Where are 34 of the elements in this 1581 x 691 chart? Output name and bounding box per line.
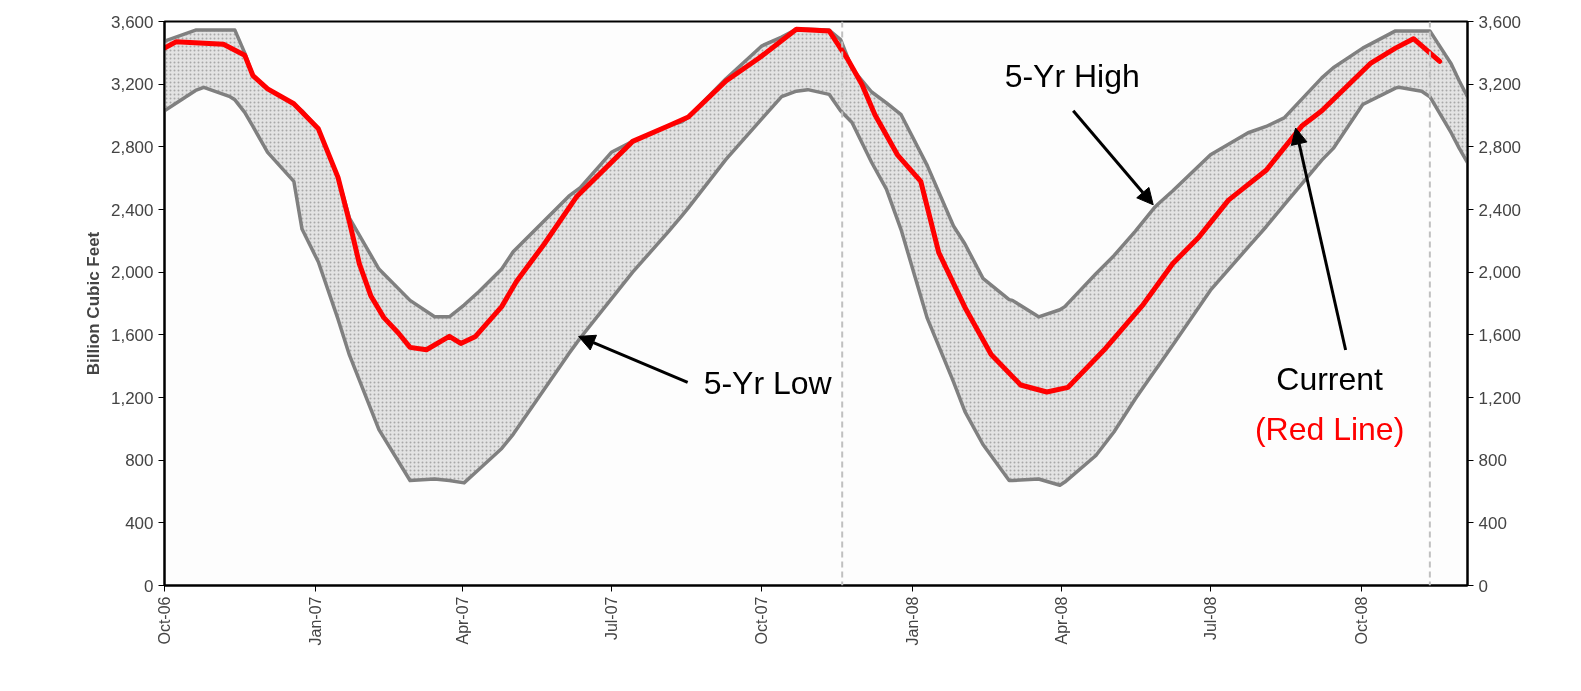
y-tick-label: 3,200 [110, 75, 154, 95]
annotation: Current [1276, 361, 1384, 398]
y2-tick-label: 1,200 [1478, 388, 1522, 408]
x-tick-label: Jan-08 [904, 596, 922, 646]
y2-tick-label: 800 [1478, 451, 1507, 471]
x-tick-label: Oct-07 [753, 596, 771, 645]
y-tick-label: 1,600 [110, 325, 154, 345]
x-tick-label: Oct-06 [156, 596, 173, 645]
y2-tick-label: 3,600 [1478, 12, 1522, 32]
y2-tick-label: 0 [1478, 576, 1488, 596]
y-axis-title: Billion Cubic Feet [83, 231, 103, 376]
annotation: 5-Yr High [1004, 57, 1140, 94]
x-tick-label: Jan-07 [306, 596, 324, 646]
y-tick-label: 2,000 [110, 263, 154, 283]
x-tick-label: Apr-07 [453, 596, 471, 645]
y-tick-label: 800 [125, 451, 154, 471]
y2-tick-label: 2,400 [1478, 200, 1522, 220]
y2-tick-label: 3,200 [1478, 75, 1522, 95]
y2-tick-label: 400 [1478, 513, 1507, 533]
y-tick-label: 3,600 [110, 12, 154, 32]
annotation: 5-Yr Low [703, 365, 833, 402]
x-tick-label: Jul-07 [602, 596, 620, 641]
y2-tick-label: 1,600 [1478, 325, 1522, 345]
y-tick-label: 400 [125, 513, 154, 533]
y2-tick-label: 2,800 [1478, 137, 1522, 157]
x-tick-label: Oct-08 [1352, 596, 1370, 645]
annotation: (Red Line) [1254, 411, 1405, 448]
y2-tick-label: 2,000 [1478, 263, 1522, 283]
y-tick-label: 2,400 [110, 200, 154, 220]
y-tick-label: 2,800 [110, 137, 154, 157]
x-tick-label: Apr-08 [1053, 596, 1071, 645]
x-tick-label: Jul-08 [1202, 596, 1219, 641]
y-tick-label: 0 [144, 576, 154, 596]
y-tick-label: 1,200 [110, 388, 154, 408]
